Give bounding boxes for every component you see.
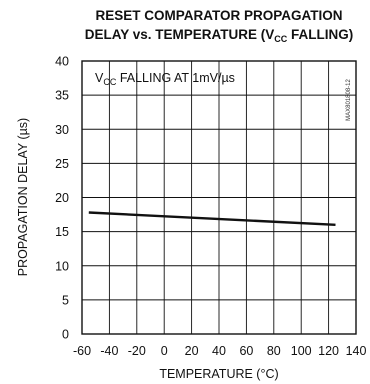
y-tick-label: 40 [55, 55, 69, 69]
x-tick-label: 60 [239, 344, 253, 358]
y-tick-label: 25 [55, 157, 69, 171]
x-tick-label: 80 [267, 344, 281, 358]
y-tick-label: 5 [62, 293, 69, 307]
x-axis-label: TEMPERATURE (°C) [159, 367, 278, 381]
series-layer [88, 211, 336, 226]
x-tick-label: 40 [212, 344, 226, 358]
x-tick-label: 100 [291, 344, 312, 358]
x-tick-label: 140 [346, 344, 367, 358]
x-tick-label: -40 [100, 344, 118, 358]
y-tick-label: 35 [55, 89, 69, 103]
y-tick-label: 10 [55, 259, 69, 273]
grid-lines [81, 60, 357, 335]
x-tick-label: 0 [161, 344, 168, 358]
chart-annotation: VCC FALLING AT 1mV/µs [95, 71, 235, 87]
x-tick-label: 20 [185, 344, 199, 358]
x-tick-label: 120 [318, 344, 339, 358]
series-line [88, 211, 336, 226]
y-tick-label: 30 [55, 123, 69, 137]
y-tick-label: 20 [55, 191, 69, 205]
y-axis-label: PROPAGATION DELAY (µs) [16, 118, 30, 276]
chart-title-line-2: DELAY vs. TEMPERATURE (VCC FALLING) [85, 27, 354, 44]
y-tick-label: 0 [62, 328, 69, 342]
x-tick-label: -20 [128, 344, 146, 358]
x-tick-label: -60 [73, 344, 91, 358]
chart-title-line-1: RESET COMPARATOR PROPAGATION [95, 8, 342, 23]
part-code: MAX801808-12 [346, 78, 352, 120]
plot-frame [81, 60, 357, 335]
y-tick-labels: 0 5 10 15 20 25 30 35 40 [55, 55, 69, 342]
x-tick-labels: -60 -40 -20 0 20 40 60 80 100 120 140 [73, 344, 367, 358]
y-tick-label: 15 [55, 225, 69, 239]
